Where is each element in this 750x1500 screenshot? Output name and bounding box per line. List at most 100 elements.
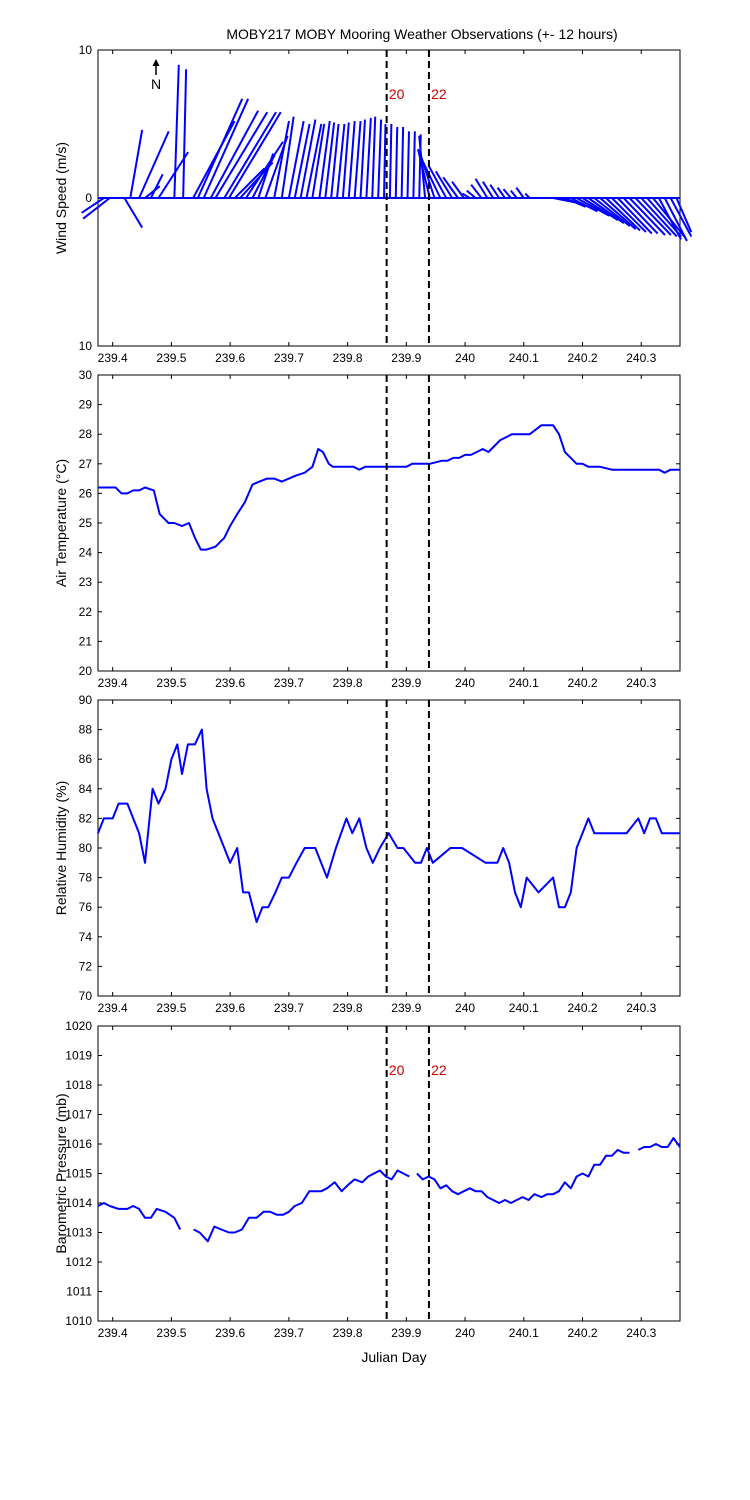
wind-stick — [371, 116, 377, 199]
wind-stick — [510, 189, 518, 199]
wind-y-tick-label: 10 — [79, 43, 93, 57]
north-arrow-icon: N — [151, 59, 161, 92]
pressure-x-tick-label: 239.9 — [391, 1326, 421, 1340]
pressure-x-tick-label: 239.5 — [156, 1326, 186, 1340]
humidity-plot-area — [97, 699, 681, 997]
wind-stick — [318, 120, 331, 199]
humidity-x-tick-label: 239.5 — [156, 1001, 186, 1015]
temperature-x-tick-label: 240.2 — [567, 676, 597, 690]
wind-x-tick-label: 239.7 — [274, 351, 304, 365]
pressure-x-tick-label: 239.6 — [215, 1326, 245, 1340]
pressure-y-tick-label: 1010 — [65, 1314, 92, 1328]
temperature-y-tick-label: 20 — [79, 664, 93, 678]
wind-stick — [417, 148, 431, 199]
pressure-y-tick-label: 1014 — [65, 1196, 92, 1210]
wind-stick — [81, 197, 105, 214]
wind-stick — [257, 153, 275, 199]
temperature-plot-area — [97, 374, 681, 672]
wind-x-tick-label: 239.4 — [98, 351, 128, 365]
wind-x-tick-label: 240.3 — [626, 351, 656, 365]
wind-stick — [123, 197, 144, 229]
wind-stick — [234, 167, 266, 199]
pressure-marker-label: 20 — [389, 1062, 405, 1078]
humidity-y-tick-label: 74 — [79, 930, 93, 944]
pressure-y-axis-label: Barometric Pressure (mb) — [53, 1093, 69, 1253]
wind-stick — [394, 126, 399, 199]
wind-stick — [611, 197, 647, 233]
wind-stick — [599, 197, 637, 230]
wind-stick — [502, 188, 512, 199]
wind-stick — [634, 197, 672, 236]
air-temperature-panel: 20 21 22 23 24 25 26 27 28 29 30 239.4 239.5 239.6 239… — [53, 368, 681, 690]
wind-stick — [663, 197, 688, 242]
wind-y-tick-label: 10 — [79, 339, 93, 353]
wind-stick — [434, 170, 453, 199]
pressure-y-tick-label: 1017 — [65, 1108, 92, 1122]
wind-stick — [474, 178, 489, 199]
temperature-x-tick-label: 239.4 — [98, 676, 128, 690]
temperature-x-tick-label: 239.9 — [391, 676, 421, 690]
pressure-y-tick-label: 1011 — [66, 1285, 92, 1299]
wind-stick — [451, 181, 465, 199]
temperature-y-tick-label: 21 — [79, 634, 93, 648]
x-axis-label: Julian Day — [361, 1349, 426, 1365]
pressure-y-tick-label: 1013 — [65, 1226, 92, 1240]
wind-stick — [353, 120, 362, 199]
wind-stick — [347, 120, 356, 199]
temperature-y-tick-label: 30 — [79, 368, 93, 382]
wind-stick — [593, 197, 631, 227]
wind-stick — [427, 164, 448, 199]
humidity-y-tick-label: 86 — [79, 752, 93, 766]
temperature-x-tick-label: 240 — [455, 676, 475, 690]
humidity-x-tick-label: 239.4 — [98, 1001, 128, 1015]
wind-x-tick-label: 239.8 — [333, 351, 363, 365]
humidity-y-tick-label: 70 — [79, 989, 93, 1003]
wind-x-tick-label: 239.9 — [391, 351, 421, 365]
wind-stick — [482, 181, 495, 199]
temperature-y-tick-label: 29 — [79, 398, 93, 412]
wind-stick — [173, 64, 180, 199]
wind-stick — [223, 111, 277, 199]
wind-stick — [515, 187, 525, 199]
humidity-x-tick-label: 239.7 — [274, 1001, 304, 1015]
wind-stick — [570, 197, 598, 213]
wind-stick — [324, 122, 336, 199]
temperature-y-axis-label: Air Temperature (°C) — [53, 459, 69, 587]
pressure-y-tick-label: 1020 — [65, 1019, 92, 1033]
pressure-series-line — [97, 1202, 182, 1230]
wind-stick — [418, 151, 436, 199]
wind-stick — [245, 141, 284, 199]
wind-stick — [365, 118, 372, 199]
wind-stick — [341, 122, 350, 199]
temperature-y-tick-label: 24 — [79, 546, 93, 560]
wind-stick — [466, 189, 477, 199]
wind-stick — [400, 126, 405, 199]
pressure-y-tick-label: 1018 — [65, 1078, 92, 1092]
wind-stick — [192, 120, 236, 199]
wind-stick — [330, 123, 340, 199]
temperature-series-line — [98, 424, 680, 551]
temperature-x-tick-label: 239.5 — [156, 676, 186, 690]
wind-x-tick-label: 240.1 — [509, 351, 539, 365]
pressure-x-tick-label: 240.1 — [509, 1326, 539, 1340]
wind-stick — [383, 123, 387, 199]
wind-marker-label: 20 — [389, 86, 405, 102]
humidity-series-line — [97, 728, 680, 923]
temperature-x-tick-label: 240.3 — [626, 676, 656, 690]
wind-stick — [657, 197, 682, 240]
pressure-y-tick-label: 1015 — [65, 1167, 92, 1181]
wind-stick — [359, 119, 366, 199]
wind-x-tick-label: 240 — [455, 351, 475, 365]
wind-stick — [202, 98, 250, 199]
wind-stick — [182, 69, 188, 199]
wind-stick — [144, 185, 161, 199]
wind-stick — [461, 192, 471, 199]
humidity-x-tick-label: 239.9 — [391, 1001, 421, 1015]
wind-stick — [293, 123, 311, 199]
relative-humidity-panel: 70 72 74 76 78 80 82 84 86 88 90 239.4 239.5 239.6 239… — [53, 693, 681, 1015]
wind-stick — [129, 129, 144, 199]
wind-stick — [628, 197, 666, 236]
wind-stick — [617, 197, 653, 235]
wind-stick — [406, 131, 410, 199]
